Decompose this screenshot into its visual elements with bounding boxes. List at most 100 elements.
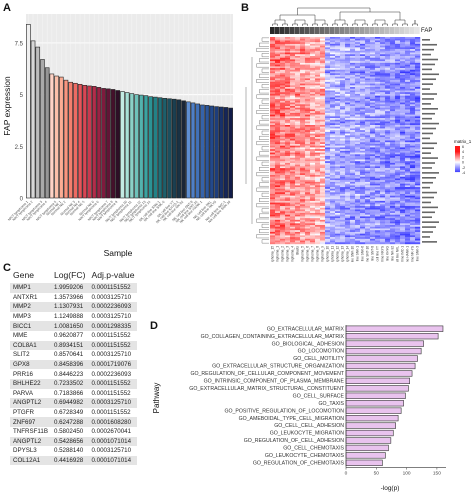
heatmap-cell (370, 90, 376, 93)
heatmap-cell (270, 47, 276, 50)
heatmap-cell (375, 52, 381, 55)
heatmap-cell (400, 76, 406, 79)
heatmap-cell (355, 61, 361, 64)
column-label: NK-cell line SNK-3 (416, 246, 420, 262)
heatmap-cell (330, 118, 336, 120)
heatmap-cell (340, 54, 346, 57)
heatmap-cell (345, 68, 351, 70)
heatmap-cell (345, 143, 351, 146)
heatmap-cell (320, 207, 326, 210)
heatmap-cell (340, 140, 346, 143)
heatmap-cell (330, 138, 336, 141)
heatmap-cell (275, 175, 281, 177)
table-row: ANGPTL2 0.5428656 0.0001071014 (10, 436, 138, 447)
heatmap-cell (275, 93, 281, 96)
heatmap-cell (405, 159, 411, 162)
heatmap-cell (320, 40, 326, 43)
heatmap-cell (375, 97, 381, 100)
heatmap-cell (325, 150, 331, 153)
heatmap-cell (400, 38, 406, 41)
heatmap-cell (380, 238, 386, 241)
column-label: NK-cell line SNK-10 (351, 246, 355, 262)
heatmap-cell (280, 143, 286, 146)
heatmap-cell (290, 197, 296, 200)
heatmap-cell (385, 204, 391, 207)
heatmap-cell (285, 156, 291, 158)
heatmap-cell (380, 69, 386, 72)
heatmap-cell (395, 176, 401, 179)
heatmap-cell (310, 135, 316, 138)
heatmap-cell (270, 66, 276, 69)
heatmap-cell (390, 118, 396, 120)
heatmap-cell (405, 55, 411, 58)
heatmap-cell (400, 173, 406, 176)
heatmap-cell (385, 169, 391, 172)
heatmap-cell (280, 88, 286, 91)
heatmap-cell (370, 38, 376, 41)
heatmap-cell (405, 231, 411, 234)
heatmap-cell (410, 111, 416, 114)
heatmap-cell (335, 212, 341, 215)
gene-cell: MMP1 (10, 283, 51, 293)
heatmap-cell (410, 57, 416, 60)
heatmap-cell (375, 107, 381, 110)
heatmap-cell (270, 118, 276, 120)
heatmap-cell (410, 147, 416, 150)
heatmap-cell (405, 135, 411, 138)
heatmap-cell (325, 55, 331, 58)
heatmap-cell (290, 54, 296, 57)
heatmap-cell (315, 119, 321, 122)
heatmap-cell (295, 102, 301, 105)
heatmap-cell (340, 64, 346, 67)
heatmap-cells (270, 37, 421, 245)
heatmap-cell (275, 178, 281, 181)
heatmap-cell (310, 90, 316, 93)
heatmap-cell (315, 64, 321, 67)
heatmap-cell (280, 104, 286, 107)
heatmap-cell (275, 209, 281, 212)
heatmap-cell (340, 92, 346, 95)
heatmap-cell (310, 218, 316, 221)
heatmap-cell (325, 188, 331, 191)
heatmap-cell (375, 169, 381, 172)
heatmap-cell (390, 111, 396, 114)
heatmap-cell (365, 92, 371, 95)
heatmap-cell (405, 87, 411, 89)
heatmap-cell (270, 64, 276, 67)
heatmap-cell (280, 195, 286, 198)
heatmap-cell (365, 99, 371, 102)
heatmap-cell (325, 237, 331, 240)
bar (204, 105, 210, 199)
heatmap-cell (390, 185, 396, 188)
adj-p-cell: 0.0001071014 (88, 455, 138, 466)
heatmap-cell (350, 114, 356, 117)
heatmap-cell (400, 52, 406, 55)
heatmap-cell (300, 71, 306, 74)
heatmap-cell (295, 193, 301, 196)
heatmap-cell (395, 137, 401, 139)
heatmap-cell (350, 173, 356, 176)
heatmap-cell (300, 157, 306, 160)
heatmap-cell (410, 80, 416, 83)
heatmap-cell (290, 200, 296, 203)
heatmap-cell (315, 175, 321, 177)
heatmap-cell (295, 66, 301, 69)
heatmap-cell (280, 38, 286, 41)
adj-p-cell: 0.0003125710 (91, 351, 132, 359)
heatmap-cell (300, 135, 306, 138)
heatmap-cell (355, 118, 361, 120)
heatmap-cell (405, 240, 411, 243)
heatmap-cell (385, 225, 391, 227)
heatmap-cell (370, 147, 376, 150)
heatmap-cell (380, 168, 386, 171)
heatmap-cell (295, 45, 301, 48)
heatmap-cell (360, 97, 366, 100)
heatmap-cell (330, 181, 336, 184)
heatmap-cell (395, 55, 401, 58)
heatmap-cell (280, 138, 286, 141)
bar (134, 94, 139, 199)
heatmap-cell (350, 102, 356, 105)
heatmap-cell (310, 50, 316, 53)
heatmap-cell (330, 37, 336, 39)
heatmap-cell (300, 181, 306, 184)
